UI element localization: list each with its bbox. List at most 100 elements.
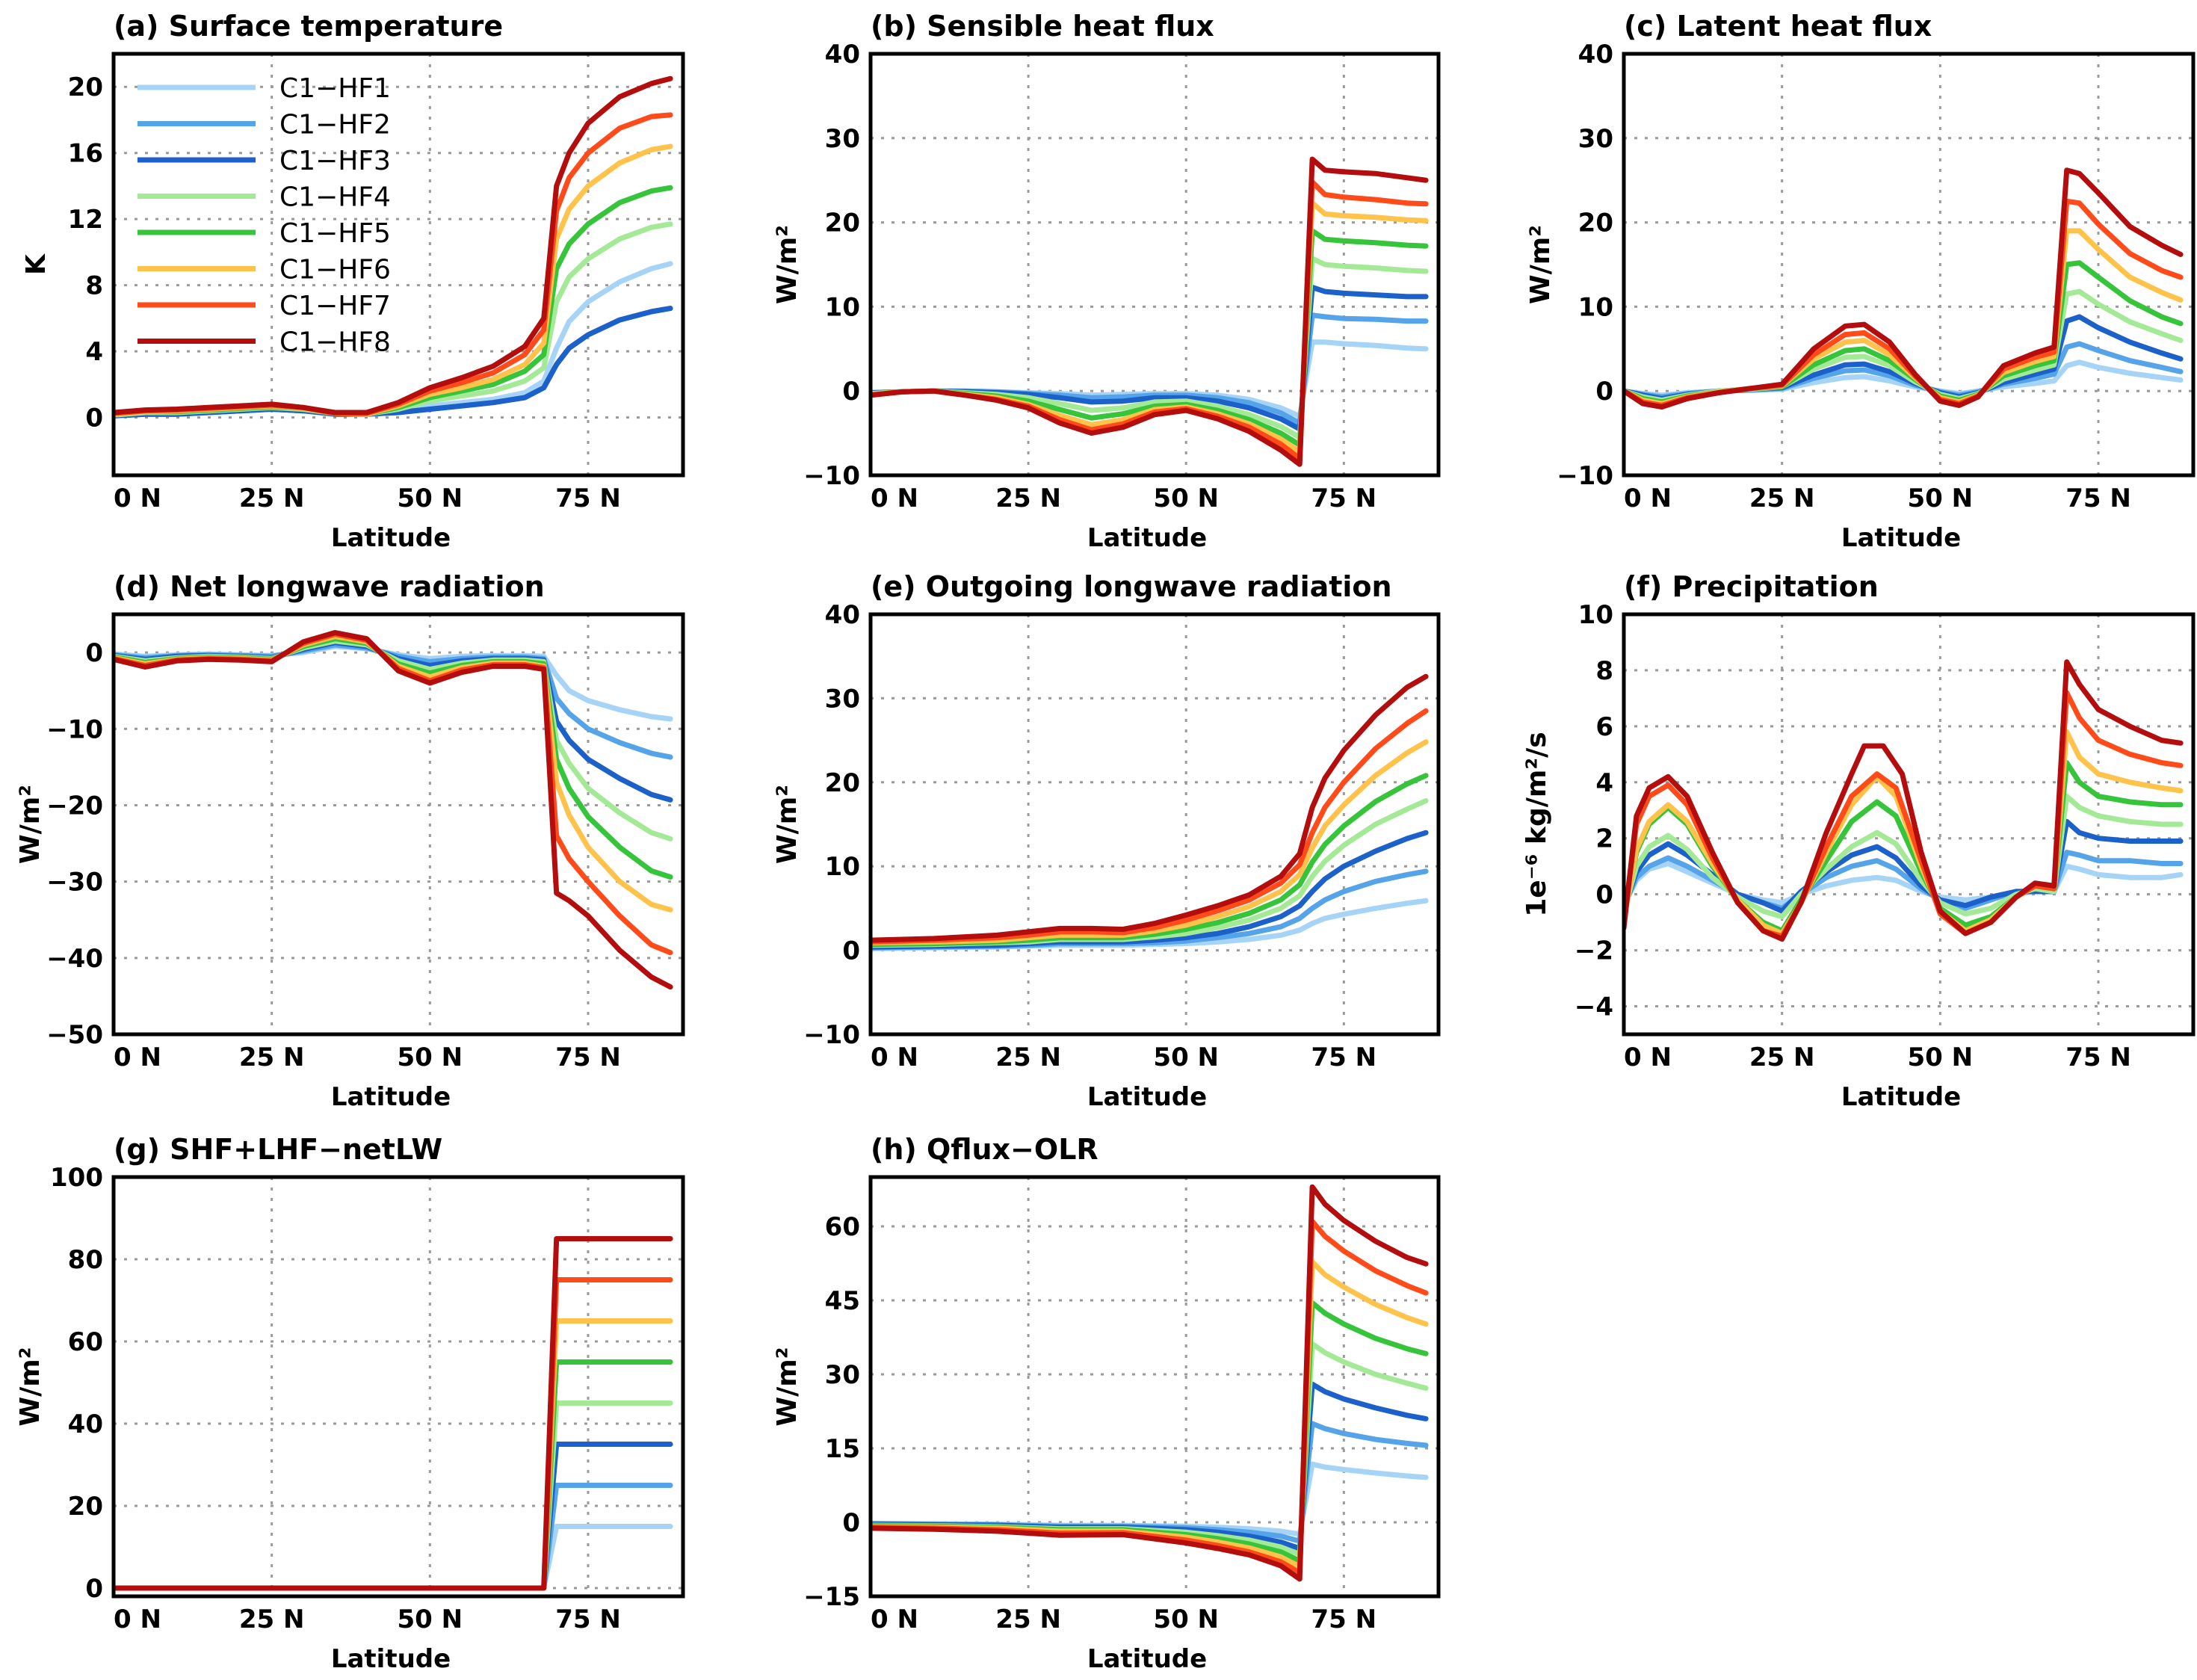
plot-frame	[868, 612, 1441, 1037]
series-group	[1624, 659, 2184, 942]
y-tick-label: 20	[68, 1492, 103, 1522]
series-line-4	[114, 221, 673, 418]
y-tick-label: −2	[1575, 936, 1613, 966]
x-tick-label: 25 N	[995, 1043, 1061, 1072]
x-tick-label: 75 N	[555, 1043, 621, 1072]
x-tick-label: 25 N	[239, 1605, 305, 1634]
panel-title: (d) Net longwave radiation	[114, 570, 545, 603]
panel-h: (h) Qflux−OLR 0 N 25 N 50 N 75 N −15 0 15 30 45 60…	[772, 1133, 1441, 1674]
x-tick-label: 50 N	[1908, 1043, 1974, 1072]
plot-frame	[111, 52, 685, 478]
series-group	[114, 1236, 673, 1591]
y-tick-label: 6	[1595, 712, 1613, 742]
y-tick-label: −15	[803, 1582, 860, 1612]
x-tick-label: 0 N	[1624, 1043, 1672, 1072]
x-tick-label: 50 N	[1153, 1043, 1219, 1072]
y-tick-label: 30	[1578, 124, 1613, 154]
y-axis-label: W/m²	[772, 1347, 803, 1426]
legend-label: C1−HF3	[279, 146, 391, 176]
y-tick-label: 15	[825, 1434, 860, 1464]
series-group	[871, 673, 1429, 951]
x-axis-label: Latitude	[1841, 1082, 1961, 1112]
y-tick-label: 4	[85, 337, 103, 367]
series-line-8	[1624, 167, 2184, 410]
x-tick-label: 25 N	[995, 484, 1061, 513]
series-line-4	[114, 1400, 673, 1591]
x-axis-label: Latitude	[331, 1644, 451, 1674]
series-line-6	[871, 1259, 1429, 1569]
x-axis-label: Latitude	[331, 1082, 451, 1112]
series-line-7	[1624, 690, 2184, 939]
series-line-8	[1624, 659, 2184, 942]
y-tick-label: 20	[825, 768, 860, 798]
y-axis-label: W/m²	[772, 225, 803, 304]
y-tick-label: 0	[842, 936, 860, 966]
x-tick-label: 0 N	[871, 1043, 918, 1072]
series-group	[1624, 167, 2184, 410]
legend-label: C1−HF6	[279, 255, 391, 285]
panel-g: (g) SHF+LHF−netLW 0 N 25 N 50 N 75 N 0 20 40 60 8…	[15, 1133, 685, 1674]
legend-label: C1−HF5	[279, 218, 391, 249]
x-tick-label: 25 N	[995, 1605, 1061, 1634]
series-line-2	[114, 1483, 673, 1591]
x-axis-label: Latitude	[1841, 523, 1961, 553]
x-tick-label: 25 N	[239, 484, 305, 513]
y-tick-label: 0	[842, 1508, 860, 1538]
panel-title: (c) Latent heat flux	[1624, 10, 1932, 43]
series-line-8	[114, 630, 673, 990]
panel-title: (g) SHF+LHF−netLW	[114, 1133, 442, 1166]
series-line-3	[114, 306, 673, 419]
y-tick-label: 60	[825, 1212, 860, 1242]
y-tick-label: 40	[825, 600, 860, 630]
y-tick-label: 40	[68, 1409, 103, 1439]
series-line-5	[871, 773, 1429, 948]
y-tick-label: −10	[803, 461, 860, 491]
series-line-3	[114, 1442, 673, 1591]
y-tick-label: 30	[825, 124, 860, 154]
y-tick-label: −10	[1557, 461, 1613, 491]
y-tick-label: −50	[46, 1020, 103, 1050]
panel-e: (e) Outgoing longwave radiation 0 N 25 N 50…	[772, 570, 1441, 1112]
y-tick-label: 16	[68, 139, 103, 169]
panel-a: (a) Surface temperature 0 N 25 N 50 N 75 N 0 4…	[21, 10, 685, 553]
y-tick-label: 4	[1595, 768, 1613, 798]
legend: C1−HF1 C1−HF2 C1−HF3 C1−HF4 C1−HF5 C1−HF6 C1−H…	[137, 73, 391, 358]
y-tick-label: −40	[46, 944, 103, 974]
x-tick-label: 50 N	[1908, 484, 1974, 513]
y-tick-label: 20	[68, 72, 103, 102]
series-group	[114, 630, 673, 990]
series-group	[871, 156, 1429, 467]
series-line-4	[114, 638, 673, 841]
x-tick-label: 0 N	[114, 1605, 161, 1634]
x-tick-label: 25 N	[239, 1043, 305, 1072]
series-line-7	[114, 1277, 673, 1591]
y-tick-label: −10	[803, 1020, 860, 1050]
series-line-8	[871, 156, 1429, 467]
y-tick-label: 40	[1578, 40, 1613, 70]
series-group	[114, 75, 673, 419]
series-line-6	[114, 143, 673, 417]
y-tick-label: −10	[46, 714, 103, 744]
x-tick-label: 75 N	[555, 1605, 621, 1634]
x-tick-label: 25 N	[1749, 1043, 1815, 1072]
y-tick-label: 60	[68, 1327, 103, 1357]
series-line-6	[114, 634, 673, 912]
plot-frame	[111, 612, 685, 1037]
plot-frame	[868, 1175, 1441, 1599]
y-tick-label: 8	[1595, 656, 1613, 686]
x-tick-label: 75 N	[555, 484, 621, 513]
panel-d: (d) Net longwave radiation 0 N 25 N 50 N 75 …	[15, 570, 685, 1112]
series-line-2	[114, 306, 673, 419]
y-tick-label: 40	[825, 40, 860, 70]
y-tick-label: 10	[1578, 292, 1613, 322]
panel-title: (h) Qflux−OLR	[871, 1133, 1098, 1166]
series-line-7	[871, 708, 1429, 945]
plot-frame	[1622, 612, 2196, 1037]
y-tick-label: 0	[85, 1574, 103, 1604]
panel-c: (c) Latent heat flux 0 N 25 N 50 N 75 N −10 0 1…	[1525, 10, 2196, 553]
y-tick-label: 8	[85, 271, 103, 301]
y-tick-label: 30	[825, 1360, 860, 1390]
x-tick-label: 50 N	[1153, 1605, 1219, 1634]
y-tick-label: 10	[1578, 600, 1613, 630]
